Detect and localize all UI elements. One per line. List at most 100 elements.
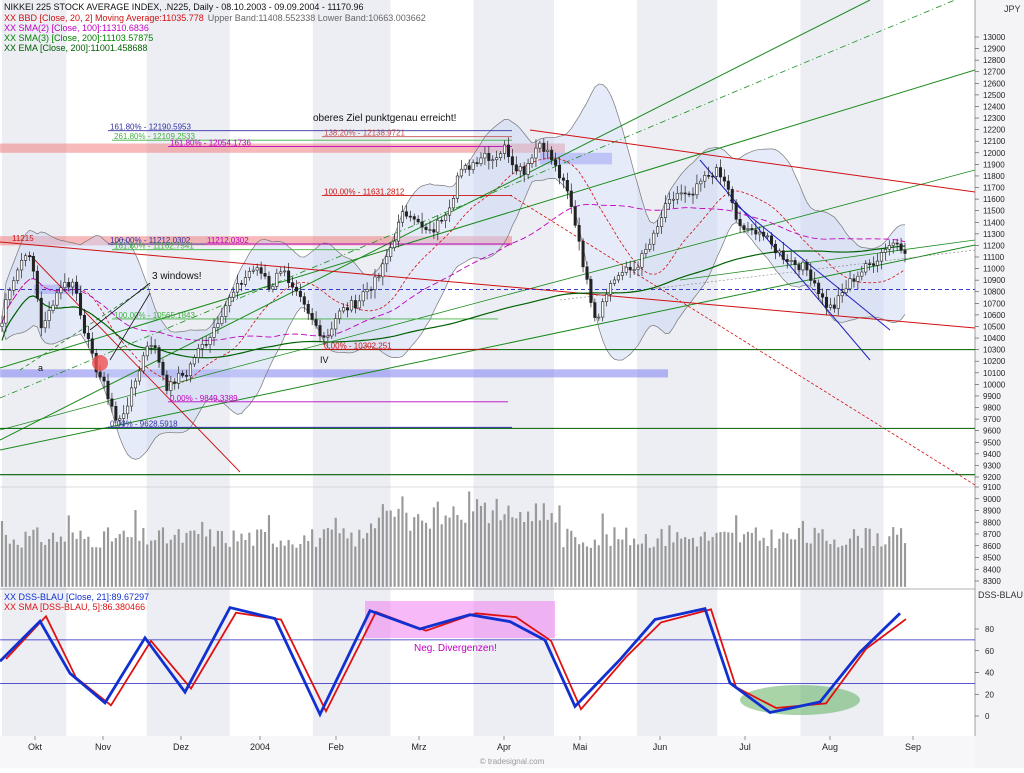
candle-body	[451, 198, 456, 209]
y-tick-label: 9600	[983, 427, 1001, 436]
candle-body	[648, 243, 652, 250]
candle-body	[876, 260, 880, 266]
dss-tick-label: 80	[985, 625, 994, 634]
candle-body	[75, 281, 79, 294]
candle-body	[444, 214, 448, 221]
candle-body	[514, 164, 518, 172]
candle-body	[522, 166, 526, 175]
y-tick-label: 11600	[983, 195, 1005, 204]
legend-entry-1: XX SMA(2) [Close, 100]:11310.6836	[4, 23, 149, 33]
month-label: Mai	[573, 742, 588, 752]
candle-body	[247, 270, 251, 278]
candle-body	[12, 280, 16, 291]
dss-tick-label: 60	[985, 647, 994, 656]
volume-tick-label: 8400	[983, 565, 1001, 574]
candle-body	[852, 278, 856, 282]
candle-body	[318, 325, 322, 337]
month-label: Apr	[497, 742, 511, 752]
trend-line-0	[0, 0, 871, 441]
y-tick-label: 12200	[983, 126, 1006, 135]
candle-body	[27, 255, 31, 258]
y-tick-label: 12400	[983, 102, 1006, 111]
candle-body	[361, 291, 365, 302]
bollinger-bands	[1, 83, 906, 460]
candle-body	[479, 157, 483, 165]
candle-body	[110, 398, 114, 407]
candle-body	[381, 263, 385, 278]
marker-circle	[92, 355, 108, 371]
candles	[0, 137, 907, 427]
candle-body	[302, 296, 306, 305]
candle-body	[487, 153, 491, 161]
candle-body	[349, 300, 353, 311]
candle-body	[589, 279, 593, 303]
candle-body	[416, 218, 420, 223]
candle-body	[31, 255, 35, 272]
candle-body	[601, 301, 605, 318]
candle-body	[506, 144, 510, 157]
candle-body	[373, 276, 377, 290]
x-axis: Okt Nov Dez 2004 Feb Mrz Apr Mai Jun Jul Aug Sep	[28, 736, 921, 752]
candle-body	[683, 192, 687, 195]
candle-body	[518, 166, 522, 172]
candle-body	[703, 175, 707, 182]
footer: © tradesignal.com	[480, 757, 545, 766]
candle-body	[581, 240, 585, 268]
candle-body	[899, 243, 903, 251]
candle-body	[192, 357, 196, 365]
y-tick-label: 9200	[983, 473, 1001, 482]
candle-body	[102, 376, 106, 382]
candle-body	[593, 302, 597, 318]
candle-body	[491, 159, 495, 162]
fib-label-2: 261.80% - 12109.2533	[114, 132, 196, 141]
volume-tick-label: 8700	[983, 530, 1001, 539]
candle-body	[868, 263, 872, 265]
y-tick-label: 10900	[983, 276, 1006, 285]
candle-body	[463, 165, 467, 170]
month-label: Aug	[822, 742, 838, 752]
trend-line-13	[559, 249, 975, 301]
candle-body	[71, 281, 75, 288]
candle-body	[263, 273, 267, 277]
candle-body	[652, 232, 656, 245]
candle-body	[408, 215, 412, 218]
zone-2	[540, 152, 612, 165]
candle-body	[679, 192, 683, 195]
month-label: Dez	[173, 742, 190, 752]
candle-body	[620, 272, 624, 276]
y-tick-label: 9900	[983, 392, 1001, 401]
candle-body	[432, 229, 436, 233]
candle-body	[848, 278, 852, 290]
month-label: 2004	[250, 742, 270, 752]
candle-body	[141, 355, 145, 372]
fib-label-11: 0.00% - 9628.5918	[110, 419, 178, 428]
candle-body	[840, 292, 844, 297]
candle-body	[314, 319, 318, 326]
candle-body	[173, 381, 177, 384]
candle-body	[47, 310, 51, 321]
candle-body	[695, 183, 699, 196]
y-tick-label: 10400	[983, 334, 1006, 343]
annotation-wave-iv: IV	[320, 355, 329, 365]
candle-body	[836, 295, 840, 309]
candle-body	[114, 406, 118, 421]
candle-body	[612, 279, 616, 284]
candle-body	[895, 242, 899, 245]
y-tick-label: 12600	[983, 79, 1006, 88]
month-label: Mrz	[412, 742, 427, 752]
y-tick-label: 12100	[983, 137, 1006, 146]
month-label: Jul	[739, 742, 751, 752]
candle-body	[393, 240, 397, 248]
annotation-windows: 3 windows!	[152, 271, 201, 282]
candle-body	[597, 316, 601, 319]
candle-body	[294, 286, 298, 292]
candle-body	[165, 374, 169, 391]
candle-body	[632, 269, 636, 271]
candle-body	[106, 380, 110, 400]
candle-body	[538, 142, 542, 149]
legend-extra: Upper Band:11408.552338 Lower Band:10663…	[208, 13, 426, 23]
candle-body	[499, 153, 503, 158]
candle-body	[726, 180, 730, 190]
candle-body	[554, 159, 558, 166]
